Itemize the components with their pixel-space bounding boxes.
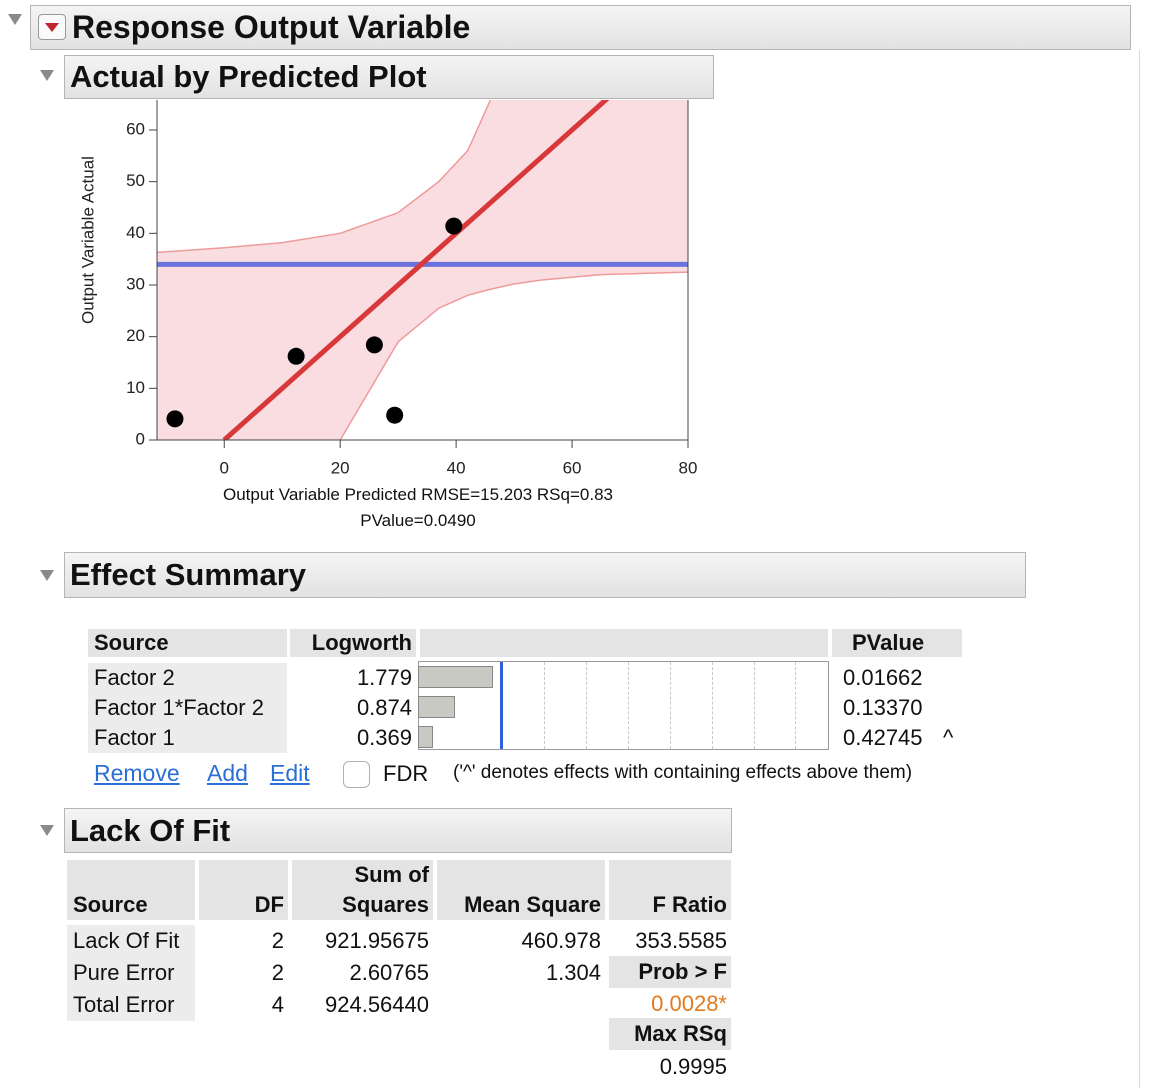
header-text: Mean Square <box>464 892 601 917</box>
checkbox-label: FDR <box>383 761 429 786</box>
link-button[interactable]: Remove <box>94 760 180 786</box>
header-cell: Prob > F <box>609 956 731 988</box>
value-cell: 353.5585 <box>635 928 727 953</box>
bar-gridline <box>627 662 629 749</box>
pvalue-cell: 0.01662 <box>843 665 923 690</box>
threshold-line <box>500 662 504 749</box>
value-cell: 2.60765 <box>349 960 429 985</box>
disclosure-icon[interactable] <box>40 70 54 81</box>
x-tick-label: 20 <box>331 458 350 477</box>
value-cell: 4 <box>271 992 284 1017</box>
actual-by-predicted-plot: 0 10 20 30 40 50 60 0 20 40 60 80 Output Variable Ac… <box>78 100 698 477</box>
value-cell: 2 <box>271 928 284 953</box>
link-button[interactable]: Edit <box>270 760 310 786</box>
data-point <box>386 406 404 424</box>
pvalue-cell: 0.13370 <box>843 695 923 720</box>
source-cell: Lack Of Fit <box>67 925 195 957</box>
header-cell: DF <box>199 860 288 920</box>
header-cell: Sum of Squares <box>292 860 433 920</box>
report-header <box>30 5 1131 50</box>
section-header <box>64 808 732 853</box>
red-triangle-menu[interactable] <box>38 14 66 40</box>
source-cell: Pure Error <box>67 957 195 989</box>
y-tick-label: 10 <box>126 378 145 397</box>
bar-gridline <box>669 662 671 749</box>
section-title: Effect Summary <box>70 557 307 592</box>
logworth-bar <box>418 726 434 748</box>
value-cell: 460.978 <box>521 928 601 953</box>
data-point <box>166 410 184 428</box>
header-text: Source <box>73 892 148 917</box>
x-tick-label: 60 <box>563 458 582 477</box>
disclosure-icon[interactable] <box>8 14 22 25</box>
section-title: Actual by Predicted Plot <box>70 59 427 94</box>
header-cell <box>420 629 828 657</box>
scroll-edge <box>1139 50 1140 1088</box>
section-header <box>64 55 714 99</box>
value-cell: 2 <box>271 960 284 985</box>
header-cell: Source <box>88 629 287 657</box>
logworth-bar <box>418 696 455 718</box>
logworth-cell: 0.874 <box>356 695 412 720</box>
y-tick-label: 60 <box>126 119 145 138</box>
logworth-cell: 1.779 <box>356 665 412 690</box>
y-tick-label: 40 <box>126 223 145 242</box>
x-axis-label: Output Variable Predicted RMSE=15.203 RS… <box>223 485 613 530</box>
header-cell: Logworth <box>290 629 416 657</box>
bar-gridline <box>795 662 797 749</box>
confidence-lower <box>339 271 688 440</box>
bar-gridline <box>711 662 713 749</box>
data-point <box>287 347 305 365</box>
bar-gridline <box>753 662 755 749</box>
header-cell: Max RSq <box>609 1018 731 1050</box>
data-point <box>445 217 463 235</box>
data-point <box>365 336 383 354</box>
y-axis-label: Output Variable Actual <box>78 156 97 324</box>
bar-gridline <box>585 662 587 749</box>
source-cell: Total Error <box>67 989 195 1021</box>
x-tick-label: 40 <box>447 458 466 477</box>
header-text: F Ratio <box>652 892 727 917</box>
pvalue-cell: 0.42745 <box>843 725 923 750</box>
header-cell: Mean Square <box>437 860 605 920</box>
y-tick-label: 50 <box>126 171 145 190</box>
header-text: Sum of Squares <box>342 862 429 917</box>
logworth-cell: 0.369 <box>356 725 412 750</box>
report-title: Response Output Variable <box>72 9 471 45</box>
logworth-bar <box>418 666 493 688</box>
section-title: Lack Of Fit <box>70 813 231 848</box>
fdr-checkbox[interactable] <box>343 761 370 788</box>
value-cell: 921.95675 <box>325 928 429 953</box>
y-tick-label: 30 <box>126 274 145 293</box>
disclosure-icon[interactable] <box>40 825 54 836</box>
x-tick-label: 0 <box>220 458 229 477</box>
menu-arrow <box>45 23 59 32</box>
source-cell: Factor 2 <box>88 663 287 693</box>
disclosure-icon[interactable] <box>40 570 54 581</box>
source-cell: Factor 1*Factor 2 <box>88 693 287 723</box>
link-button[interactable]: Add <box>207 760 248 786</box>
header-cell: PValue <box>832 629 962 657</box>
x-tick-label: 80 <box>679 458 698 477</box>
header-cell: F Ratio <box>609 860 731 920</box>
y-tick-label: 0 <box>136 429 145 448</box>
header-cell: Source <box>67 860 195 920</box>
note: ('^' denotes effects with containing eff… <box>453 762 913 783</box>
source-cell: Factor 1 <box>88 723 287 753</box>
confidence-upper <box>157 100 492 254</box>
bar-gridline <box>543 662 545 749</box>
value-cell: 1.304 <box>545 960 601 985</box>
header-text: DF <box>254 892 284 917</box>
section-header <box>64 552 1026 598</box>
flag: ^ <box>943 725 954 750</box>
y-tick-label: 20 <box>126 326 145 345</box>
value-cell: 0.0028* <box>651 991 727 1016</box>
value-cell: 0.9995 <box>659 1054 727 1079</box>
value-cell: 924.56440 <box>325 992 429 1017</box>
